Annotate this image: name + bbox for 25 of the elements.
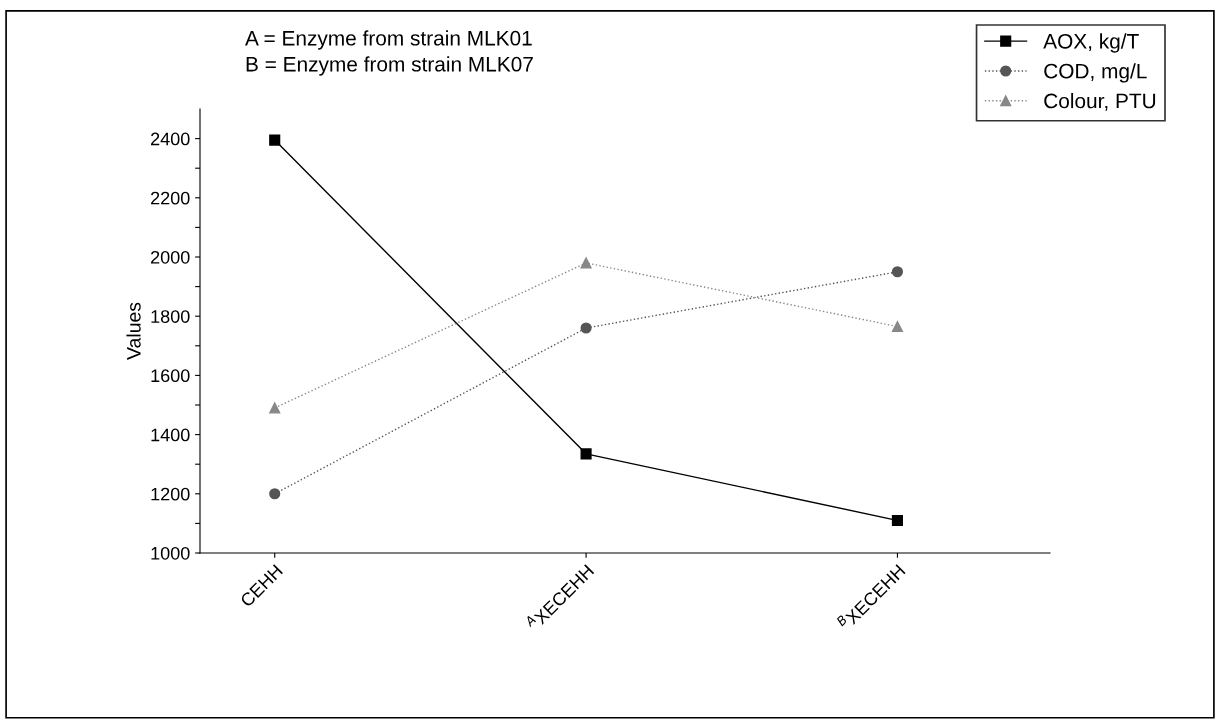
legend-label: AOX, kg/T [1043, 33, 1139, 53]
y-tick-label: 2400 [151, 132, 190, 146]
point [891, 321, 903, 333]
point [269, 134, 281, 146]
legend-label: COD, mg/L [1044, 63, 1147, 83]
y-tick-label: 1600 [151, 369, 190, 383]
y-tick-label: 1400 [151, 428, 190, 442]
y-tick-label: 2200 [151, 191, 190, 205]
y-tick-label: 1800 [151, 310, 190, 323]
x-tick-label: $^{A}$XECEHH [523, 561, 595, 633]
point [580, 322, 592, 334]
x-tick-label: $^{B}$XECEHH [835, 561, 906, 632]
legend-label: Colour, PTU [1044, 93, 1156, 111]
point [580, 257, 592, 269]
point [580, 448, 592, 460]
text: B = Enzyme from strain MLK07 [246, 56, 533, 76]
point [269, 488, 281, 500]
point [891, 266, 903, 278]
point [891, 514, 903, 526]
point [269, 402, 281, 414]
y-tick-label: 1200 [151, 487, 190, 501]
text: A = Enzyme from strain MLK01 [245, 30, 532, 50]
y-tick-label: 1000 [151, 546, 190, 560]
y-axis-title: Values [126, 302, 141, 360]
y-tick-label: 2000 [151, 250, 190, 264]
